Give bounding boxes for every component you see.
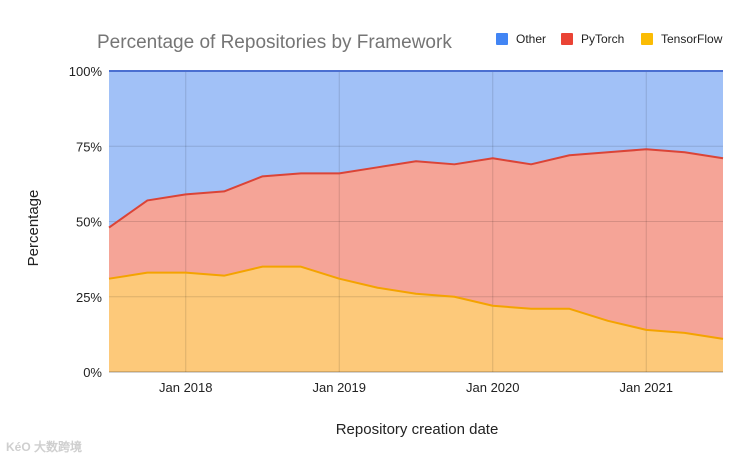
plot-lines (108, 70, 724, 340)
legend-label-tensorflow: TensorFlow (661, 32, 723, 46)
y-axis-label: Percentage (25, 190, 42, 267)
plot-axes: 0% 25% 50% 75% 100% Jan 2018 Jan 2019 Jan 2020 J… (69, 64, 673, 395)
area-other (109, 71, 723, 228)
area-pytorch (109, 149, 723, 339)
x-tick-label-2018-01: Jan 2018 (159, 380, 213, 395)
x-axis-label: Repository creation date (336, 421, 499, 438)
legend-swatch-tensorflow (641, 33, 653, 45)
y-tick-label-100: 100% (69, 64, 103, 79)
area-tensorflow (109, 266, 723, 372)
y-tick-label-25: 25% (76, 290, 102, 305)
legend-label-pytorch: PyTorch (581, 32, 624, 46)
watermark: KéO 大数跨境 (6, 439, 82, 454)
legend-label-other: Other (516, 32, 546, 46)
chart-title: Percentage of Repositories by Framework (97, 32, 452, 53)
line-pytorch (108, 148, 724, 229)
x-tick-label-2021-01: Jan 2021 (620, 380, 674, 395)
y-tick-label-50: 50% (76, 215, 102, 230)
line-tensorflow (108, 265, 724, 340)
legend-swatch-pytorch (561, 33, 573, 45)
plot-areas (109, 71, 723, 372)
legend-swatch-other (496, 33, 508, 45)
x-tick-label-2020-01: Jan 2020 (466, 380, 520, 395)
y-tick-label-75: 75% (76, 139, 102, 154)
x-tick-label-2019-01: Jan 2019 (313, 380, 367, 395)
legend: Other PyTorch TensorFlow (496, 32, 723, 46)
y-tick-label-0: 0% (83, 365, 102, 380)
